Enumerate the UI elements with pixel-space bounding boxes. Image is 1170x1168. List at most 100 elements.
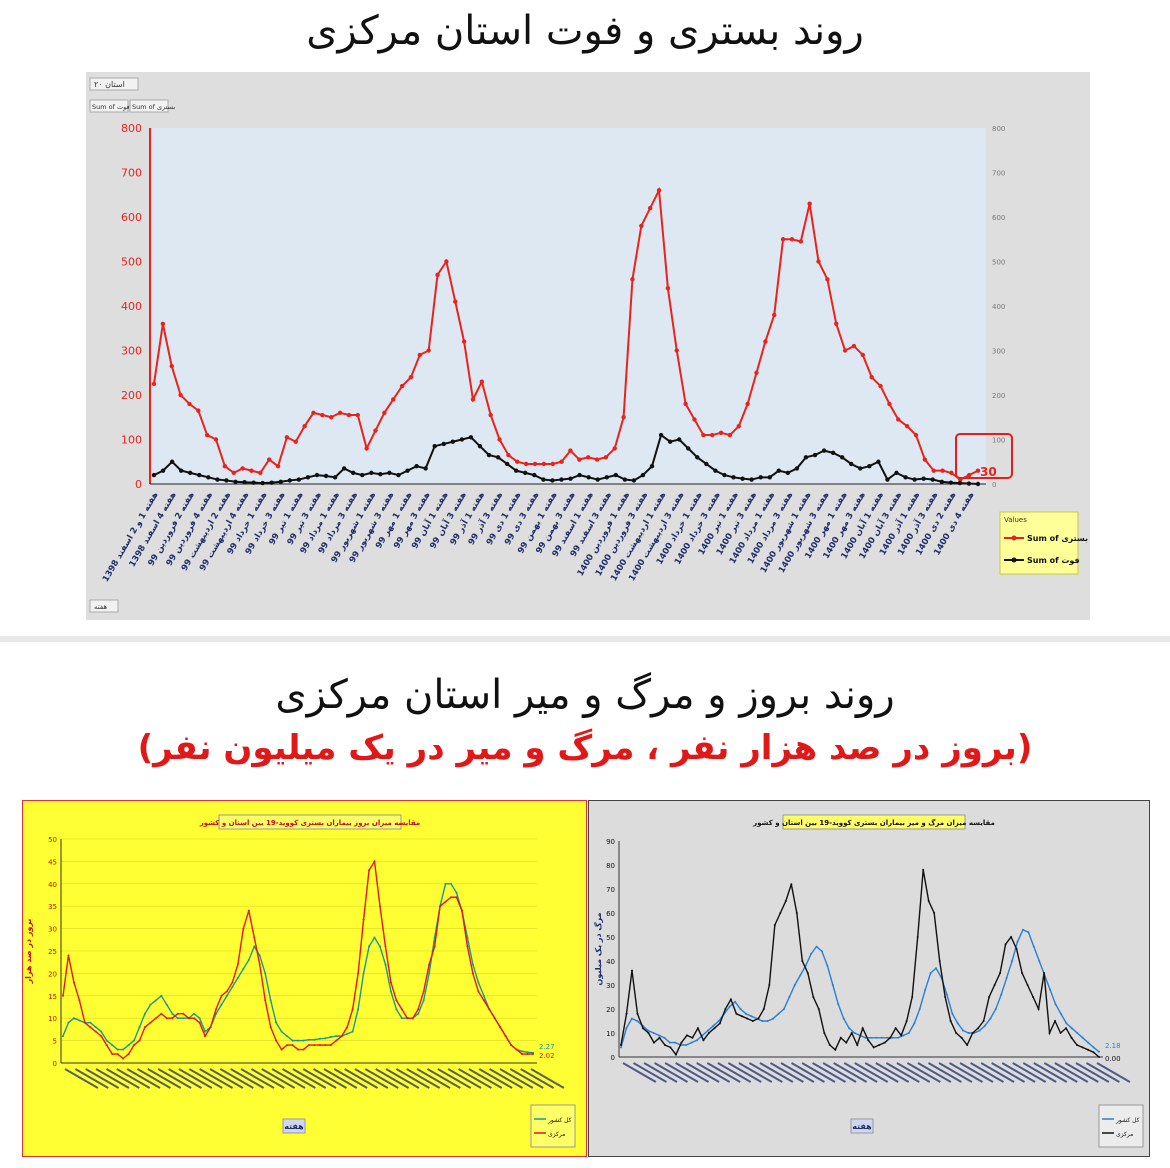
series-1-point — [275, 1039, 278, 1042]
y-tick-right: 400 — [992, 303, 1005, 311]
series-0-point — [461, 339, 467, 344]
series-0-point — [471, 963, 474, 966]
series-1-point — [785, 470, 791, 476]
legend-marker — [1011, 535, 1017, 541]
series-1-point — [834, 1048, 837, 1051]
x-tick-stub — [633, 1062, 667, 1083]
series-1-point — [622, 477, 628, 482]
series-0-point — [886, 1036, 889, 1039]
x-tick-stub — [970, 1062, 1005, 1083]
series-1-point — [702, 1039, 705, 1042]
series-1-point — [916, 936, 919, 938]
series-1-point — [751, 1020, 754, 1022]
x-tick-stub — [1096, 1062, 1131, 1083]
series-1-point — [428, 963, 431, 966]
series-0-point — [918, 1008, 921, 1010]
x-tick-stub — [375, 1068, 410, 1089]
x-tick-stub — [520, 1068, 555, 1089]
series-0-point — [477, 981, 480, 984]
series-1-point — [67, 954, 70, 957]
series-1-point — [291, 1044, 294, 1047]
series-0-point — [594, 457, 600, 462]
series-1-point — [307, 1044, 310, 1047]
x-tick-stub — [843, 1062, 878, 1083]
series-1-point — [406, 1017, 409, 1020]
series-0-point — [1000, 993, 1003, 996]
series-0-point — [1059, 1012, 1062, 1015]
x-tick-stub — [437, 1068, 472, 1089]
series-1-point — [948, 480, 954, 485]
series-1-point — [541, 477, 546, 482]
series-1-point — [922, 868, 925, 871]
series-0-point — [585, 455, 591, 460]
field-button — [89, 99, 129, 113]
series-0-point — [355, 412, 360, 418]
legend-label: مرکزی — [1116, 1131, 1133, 1138]
series-0-point — [750, 1015, 753, 1018]
series-1-point — [471, 972, 474, 975]
series-1-point — [883, 1041, 886, 1044]
series-0-point — [815, 945, 818, 948]
x-tick-stub — [896, 1062, 931, 1083]
series-0-point — [1065, 1022, 1068, 1025]
series-1-point — [1070, 1036, 1073, 1039]
series-0-point — [258, 470, 263, 476]
x-tick-stub — [791, 1062, 825, 1083]
x-tick-stub — [675, 1062, 710, 1083]
series-0-point — [761, 1020, 764, 1022]
plot-area — [619, 841, 1103, 1057]
series-0-point — [62, 1035, 64, 1038]
series-0-point — [1049, 988, 1052, 991]
series-1-point — [523, 470, 528, 476]
series-1-point — [1087, 1048, 1090, 1051]
series-0-point — [269, 999, 272, 1002]
series-1-point — [378, 905, 381, 908]
y-tick: 90 — [606, 838, 615, 846]
series-0-point — [222, 464, 228, 469]
hospitalization-death-chart: 0 0 100 100 200 200 300 300 400 400 500 500 600 600 70… — [86, 72, 1090, 620]
series-0-point — [160, 321, 166, 326]
series-0-point — [1081, 1036, 1084, 1039]
series-1-point — [278, 479, 283, 484]
series-1-point — [389, 981, 392, 984]
series-1-point — [488, 1008, 491, 1011]
series-1-point — [957, 480, 963, 486]
x-tick-stub — [706, 1062, 741, 1083]
series-1-point — [504, 1035, 507, 1038]
series-1-point — [477, 990, 480, 993]
series-0-point — [329, 1036, 332, 1039]
series-0-point — [127, 1044, 130, 1047]
series-1-point — [215, 1008, 218, 1011]
x-tick-stub — [1075, 1062, 1110, 1083]
series-1-point — [378, 472, 383, 477]
series-1-point — [286, 1044, 289, 1047]
series-1-point — [324, 1044, 327, 1047]
series-0-point — [275, 464, 281, 469]
series-1-point — [625, 1012, 628, 1015]
x-tick-stub — [385, 1068, 420, 1089]
series-1-point — [318, 1044, 321, 1047]
series-0-point — [479, 379, 485, 384]
series-1-point — [658, 1036, 661, 1039]
x-tick-stub — [717, 1062, 752, 1083]
series-0-point — [521, 1050, 524, 1053]
series-1-point — [828, 1044, 831, 1046]
series-1-point — [900, 1034, 903, 1037]
series-0-point — [810, 952, 813, 955]
series-0-point — [389, 990, 392, 993]
filter-button — [89, 77, 139, 91]
series-1-point — [450, 896, 453, 899]
series-1-point — [559, 477, 564, 482]
series-1-point — [260, 480, 265, 486]
series-0-point — [744, 1012, 747, 1015]
series-0-point — [116, 1048, 119, 1051]
series-0-point — [875, 1036, 878, 1039]
series-0-point — [204, 1030, 207, 1033]
series-1-point — [313, 1044, 316, 1047]
series-1-point — [127, 1053, 130, 1056]
x-tick-stub — [323, 1068, 358, 1089]
series-1-point — [1092, 1051, 1095, 1054]
x-tick-stub — [664, 1062, 699, 1083]
y-tick-left: 700 — [121, 167, 142, 180]
x-tick-stub — [199, 1068, 234, 1089]
